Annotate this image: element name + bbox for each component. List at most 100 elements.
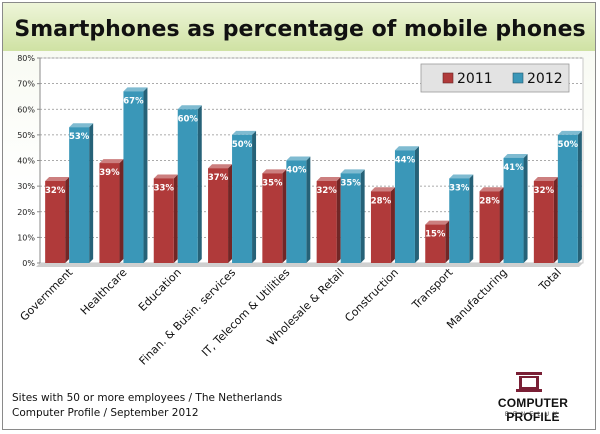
data-label-2011: 33% bbox=[154, 183, 175, 193]
footer-note-1: Sites with 50 or more employees / The Ne… bbox=[12, 392, 283, 404]
legend-swatch-2012 bbox=[512, 72, 524, 84]
bar-2011 bbox=[45, 181, 66, 263]
data-label-2012: 50% bbox=[558, 140, 579, 150]
bar-2011 bbox=[153, 178, 174, 263]
bar-2011 bbox=[99, 163, 120, 263]
bar-top-2012 bbox=[123, 87, 148, 92]
bar-top-2012 bbox=[503, 153, 528, 158]
legend-swatch-2011 bbox=[442, 72, 454, 84]
bar-side-2011 bbox=[336, 177, 341, 263]
bar-top-2011 bbox=[316, 177, 341, 181]
bar-top-2012 bbox=[232, 130, 257, 135]
data-label-2012: 33% bbox=[449, 183, 470, 193]
data-label-2011: 37% bbox=[208, 173, 229, 183]
bar-top-2012 bbox=[69, 123, 94, 128]
data-label-2011: 39% bbox=[99, 168, 120, 178]
x-tick-label: Construction bbox=[342, 266, 401, 325]
bar-2011 bbox=[262, 173, 283, 263]
bar-top-2011 bbox=[153, 174, 178, 179]
bar-side-2012 bbox=[360, 169, 365, 263]
x-tick-label: Finan. & Busin. services bbox=[137, 266, 239, 368]
x-tick-label: Government bbox=[18, 265, 76, 323]
data-label-2011: 32% bbox=[45, 186, 66, 196]
bar-side-2011 bbox=[228, 164, 233, 263]
bar-side-2012 bbox=[414, 146, 419, 263]
bar-side-2011 bbox=[553, 177, 558, 263]
data-label-2012: 50% bbox=[232, 140, 253, 150]
logo-text: COMPUTER PROFILE bbox=[497, 396, 569, 424]
title-band bbox=[3, 3, 595, 51]
bar-2011 bbox=[533, 181, 554, 263]
x-tick-label: Education bbox=[136, 266, 184, 314]
y-tick-label: 10% bbox=[17, 233, 35, 242]
bar-2012 bbox=[69, 127, 90, 263]
legend-label-2012: 2012 bbox=[527, 71, 563, 87]
chart-title: Smartphones as percentage of mobile phon… bbox=[14, 17, 586, 42]
data-label-2011: 15% bbox=[425, 230, 446, 240]
data-label-2012: 40% bbox=[286, 166, 307, 176]
x-tick-label: Healthcare bbox=[78, 266, 130, 318]
bar-2012 bbox=[394, 150, 415, 263]
y-tick-label: 50% bbox=[17, 131, 35, 140]
data-label-2011: 32% bbox=[316, 186, 337, 196]
data-label-2012: 67% bbox=[123, 96, 144, 106]
y-tick-label: 70% bbox=[17, 80, 35, 89]
y-tick-label: 60% bbox=[17, 105, 35, 114]
bar-side-2011 bbox=[445, 220, 450, 263]
bar-2012 bbox=[503, 157, 524, 263]
data-label-2011: 35% bbox=[262, 178, 283, 188]
bar-top-2012 bbox=[394, 146, 419, 151]
logo-mark-icon bbox=[516, 372, 542, 392]
bar-top-2011 bbox=[425, 220, 450, 225]
bar-side-2012 bbox=[197, 105, 202, 263]
y-tick-label: 20% bbox=[17, 208, 35, 217]
bar-2011 bbox=[208, 168, 229, 263]
x-tick-label: Transport bbox=[409, 265, 456, 312]
bar-side-2012 bbox=[252, 130, 257, 263]
bar-chart: 0% 10% 20% 30% 40% 50% 60% 70% 80% 32% 53% Governme… bbox=[17, 54, 584, 368]
bar-2011 bbox=[316, 181, 337, 263]
bar-2012 bbox=[340, 173, 361, 263]
bar-2012 bbox=[286, 160, 307, 263]
bar-top-2012 bbox=[286, 156, 311, 161]
bar-top-2011 bbox=[45, 177, 70, 181]
bar-top-2011 bbox=[262, 169, 287, 174]
data-label-2011: 28% bbox=[479, 196, 500, 206]
bar-side-2012 bbox=[523, 153, 528, 263]
data-label-2012: 53% bbox=[69, 132, 90, 142]
data-label-2011: 32% bbox=[534, 186, 555, 196]
bar-top-2011 bbox=[533, 177, 558, 181]
bar-2012 bbox=[123, 91, 144, 263]
y-tick-label: 30% bbox=[17, 182, 35, 191]
bar-top-2011 bbox=[370, 187, 395, 192]
bar-side-2011 bbox=[173, 174, 178, 263]
x-tick-label: IT, Telecom & Utilities bbox=[199, 266, 292, 359]
bar-top-2011 bbox=[479, 187, 504, 192]
bar-top-2012 bbox=[449, 174, 474, 179]
data-label-2012: 41% bbox=[503, 163, 524, 173]
bar-top-2011 bbox=[208, 164, 233, 169]
bar-top-2012 bbox=[177, 105, 202, 110]
data-label-2012: 60% bbox=[178, 114, 199, 124]
company-logo: COMPUTER PROFILE BENELUX bbox=[478, 372, 588, 426]
bar-2012 bbox=[232, 134, 253, 263]
x-tick-label: Total bbox=[536, 266, 564, 294]
bar-side-2012 bbox=[143, 87, 148, 263]
bar-side-2011 bbox=[282, 169, 287, 263]
chart-floor bbox=[36, 263, 583, 267]
bar-2011 bbox=[425, 224, 446, 263]
bar-side-2012 bbox=[89, 123, 94, 263]
y-tick-label: 40% bbox=[17, 157, 35, 166]
bar-2012 bbox=[449, 178, 470, 263]
bar-side-2011 bbox=[390, 187, 395, 263]
bar-2012 bbox=[177, 109, 198, 263]
data-label-2012: 44% bbox=[395, 155, 416, 165]
bar-2011 bbox=[479, 191, 500, 263]
bar-side-2011 bbox=[499, 187, 504, 263]
logo-subtext: BENELUX bbox=[504, 412, 561, 418]
bar-side-2012 bbox=[577, 130, 582, 263]
legend-label-2011: 2011 bbox=[457, 71, 493, 87]
y-tick-label: 80% bbox=[17, 54, 35, 63]
data-label-2011: 28% bbox=[371, 196, 392, 206]
footer-note-2: Computer Profile / September 2012 bbox=[12, 407, 199, 419]
